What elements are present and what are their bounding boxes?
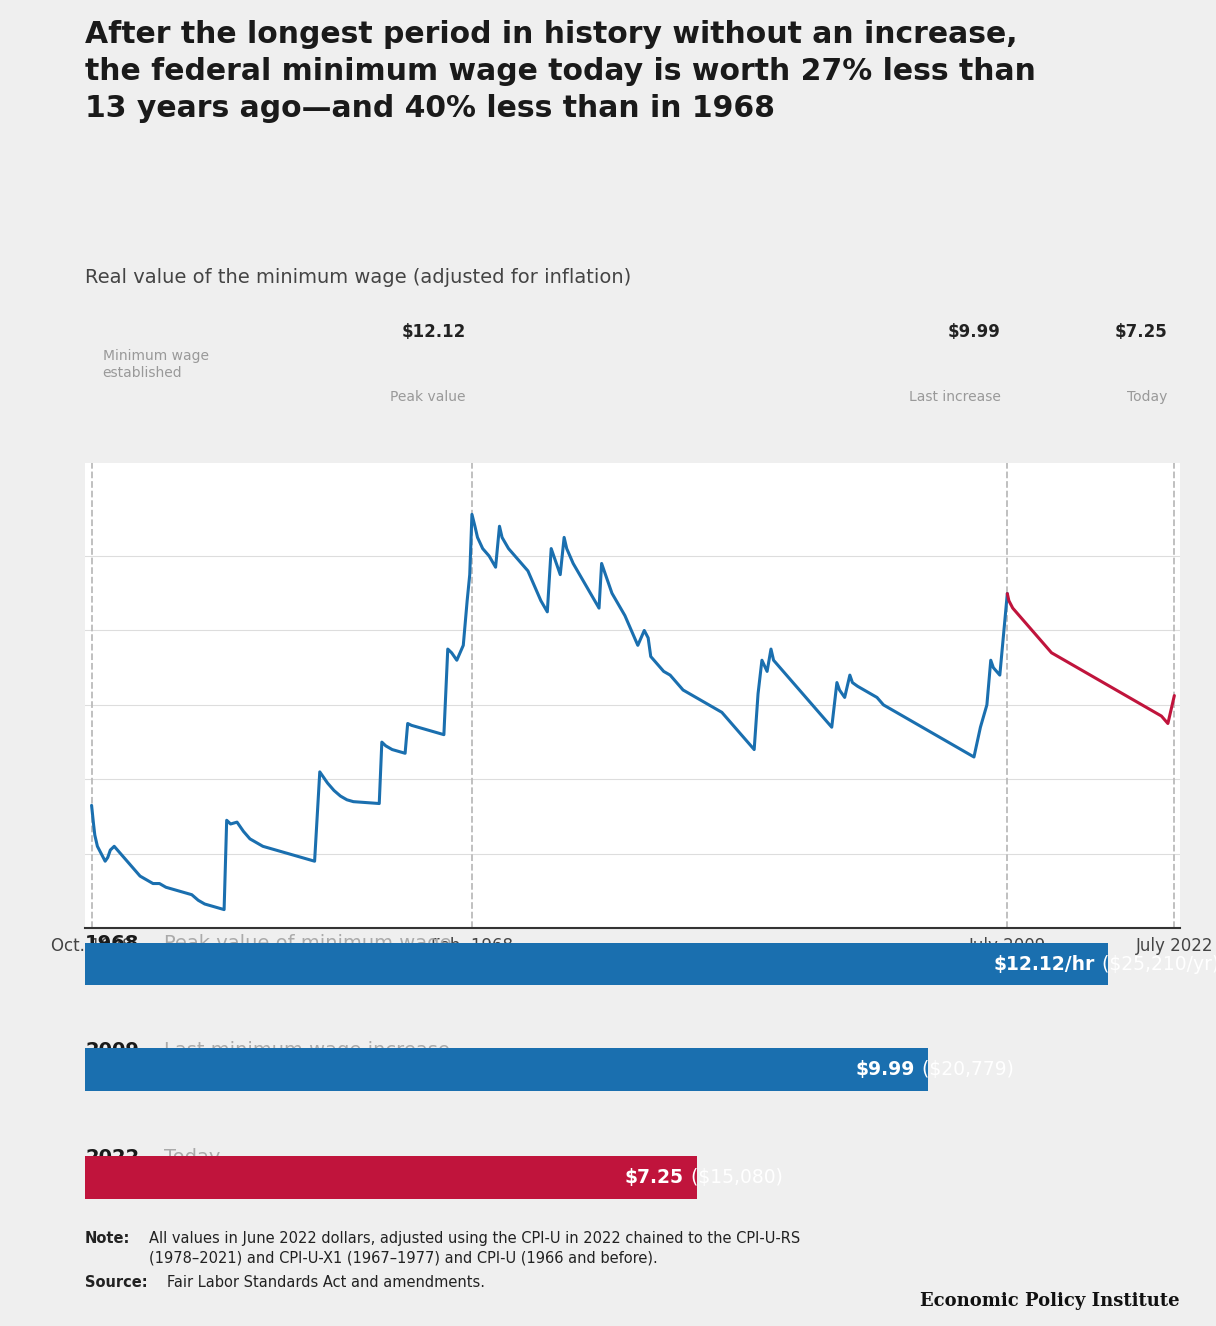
Bar [85, 943, 1109, 985]
Bar [85, 1155, 697, 1199]
Text: ($25,210/yr): ($25,210/yr) [1097, 955, 1216, 973]
Text: Economic Policy Institute: Economic Policy Institute [919, 1292, 1180, 1310]
Text: Source:: Source: [85, 1276, 148, 1290]
Text: Note:: Note: [85, 1231, 130, 1245]
Text: $9.99: $9.99 [856, 1059, 916, 1079]
Text: All values in June 2022 dollars, adjusted using the CPI-U in 2022 chained to the: All values in June 2022 dollars, adjuste… [148, 1231, 800, 1265]
Text: Peak value of minimum wage: Peak value of minimum wage [164, 934, 451, 952]
Text: $12.12/hr: $12.12/hr [993, 955, 1096, 973]
Text: 2022: 2022 [85, 1148, 140, 1167]
Text: Today: Today [164, 1148, 220, 1167]
Text: $7.25: $7.25 [625, 1167, 683, 1187]
Text: Last minimum wage increase: Last minimum wage increase [164, 1041, 450, 1059]
Text: 1968: 1968 [85, 934, 140, 952]
Text: After the longest period in history without an increase,
the federal minimum wag: After the longest period in history with… [85, 20, 1036, 123]
Bar [85, 1048, 928, 1091]
Text: Real value of the minimum wage (adjusted for inflation): Real value of the minimum wage (adjusted… [85, 268, 631, 286]
Text: 2009: 2009 [85, 1041, 139, 1059]
Text: Fair Labor Standards Act and amendments.: Fair Labor Standards Act and amendments. [167, 1276, 485, 1290]
Text: ($15,080): ($15,080) [685, 1167, 783, 1187]
Text: ($20,779): ($20,779) [916, 1059, 1014, 1079]
